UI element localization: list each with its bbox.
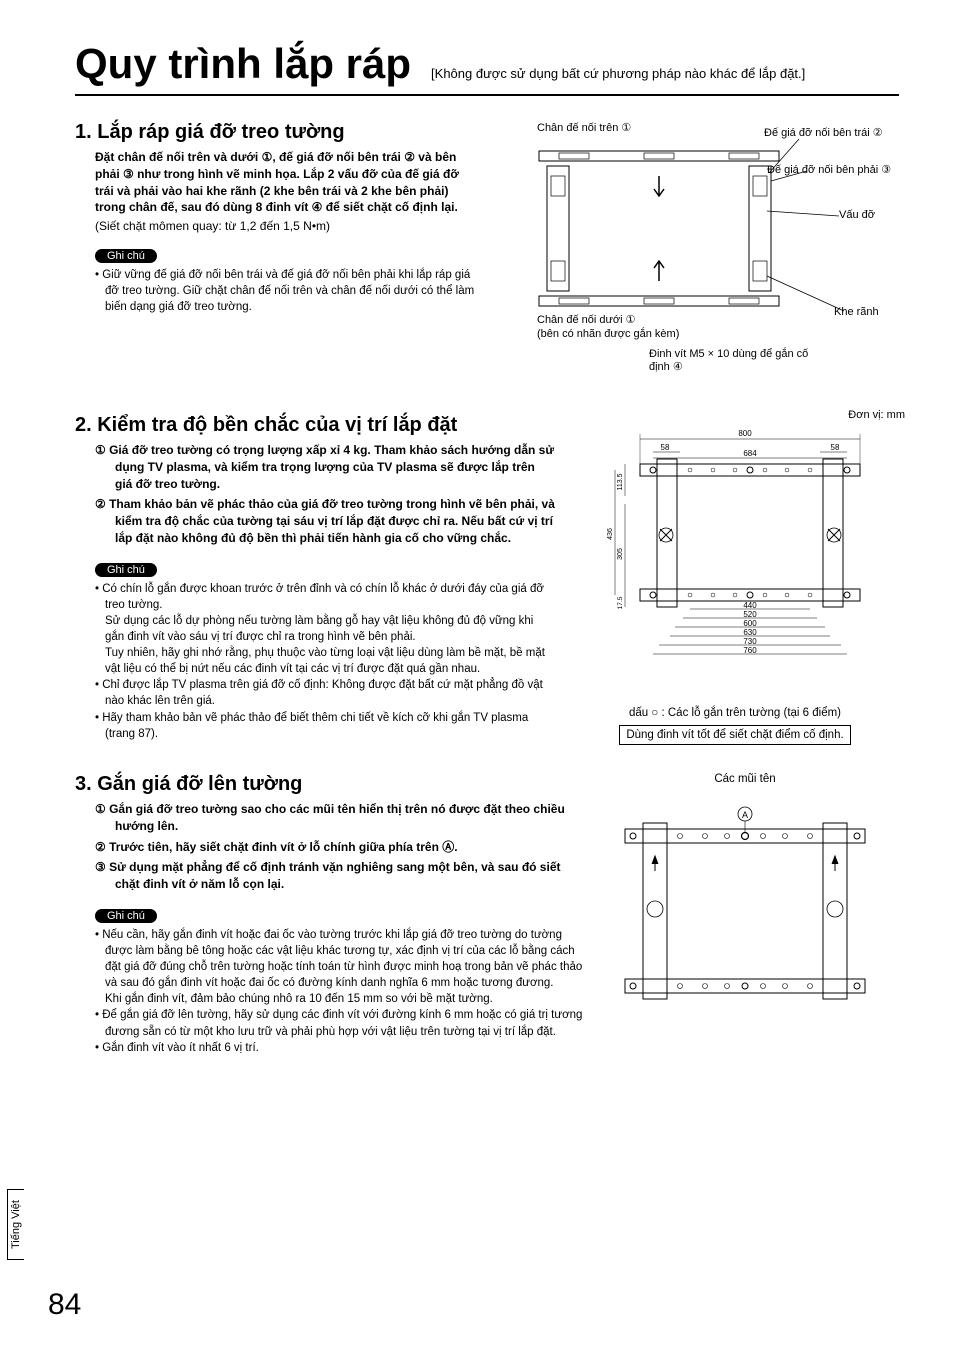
section-2: 2. Kiểm tra độ bền chắc của vị trí lắp đ…	[75, 414, 899, 745]
page-header: Quy trình lắp ráp [Không được sử dụng bấ…	[75, 40, 899, 96]
note-label: Ghi chú	[95, 909, 157, 923]
section-3-diagram: Các mũi tên	[605, 773, 885, 1056]
page-subtitle: [Không được sử dụng bất cứ phương pháp n…	[431, 66, 805, 81]
diagram-2-svg: 800 58 58 684 113.5 436 305 17.5 440 520…	[585, 414, 885, 694]
document-page: Quy trình lắp ráp [Không được sử dụng bấ…	[0, 0, 954, 1350]
section-1-title: 1. Lắp ráp giá đỡ treo tường	[75, 121, 479, 144]
svg-text:436: 436	[607, 528, 614, 540]
diag1-label-left-base: Đế giá đỡ nối bên trái ②	[764, 126, 883, 139]
diag1-label-slot: Khe rãnh	[834, 306, 879, 318]
diag1-label-right-base: Đế giá đỡ nối bên phải ③	[767, 163, 891, 176]
section-3-title: 3. Gắn giá đỡ lên tường	[75, 773, 585, 796]
diag1-label-top: Chân đế nối trên ①	[537, 121, 631, 134]
section-2-note3: • Hãy tham khảo bản vẽ phác thảo để biết…	[95, 710, 555, 742]
section-3-note3: • Gắn đinh vít vào ít nhất 6 vị trí.	[95, 1040, 585, 1056]
svg-text:17.5: 17.5	[617, 596, 624, 609]
diag2-caption: dấu ○ : Các lỗ gắn trên tường (tại 6 điể…	[575, 707, 895, 719]
page-title: Quy trình lắp ráp	[75, 40, 411, 88]
diag1-label-screw: Đinh vít M5 × 10 dùng để gắn cố định ④	[649, 348, 829, 373]
section-2-item1: ① Giá đỡ treo tường có trọng lượng xấp x…	[95, 442, 555, 492]
note-label: Ghi chú	[95, 249, 157, 263]
section-2-diagram: Đơn vị: mm	[575, 414, 895, 745]
section-1-diagram: Chân đế nối trên ① Đế giá đỡ nối bên trá…	[499, 121, 899, 386]
svg-text:730: 730	[743, 637, 757, 646]
section-1-paragraph: Đặt chân đế nối trên và dưới ①, đế giá đ…	[95, 149, 479, 216]
svg-text:520: 520	[743, 610, 757, 619]
note-label: Ghi chú	[95, 563, 157, 577]
section-2-title: 2. Kiểm tra độ bền chắc của vị trí lắp đ…	[75, 414, 555, 437]
section-2-note1-sub2: Tuy nhiên, hãy ghi nhớ rằng, phụ thuộc v…	[105, 645, 555, 677]
svg-text:600: 600	[743, 619, 757, 628]
diagram-1-svg	[499, 121, 899, 381]
section-2-note1: • Có chín lỗ gắn được khoan trước ở trên…	[95, 581, 555, 613]
section-1-torque: (Siết chặt mômen quay: từ 1,2 đến 1,5 N•…	[95, 218, 479, 235]
svg-text:A: A	[742, 810, 748, 820]
diagram-3-svg: A	[605, 789, 885, 1019]
page-number: 84	[48, 1288, 81, 1322]
unit-label: Đơn vị: mm	[848, 409, 905, 421]
section-3-note1: • Nếu cần, hãy gắn đinh vít hoặc đai ốc …	[95, 927, 585, 991]
svg-text:630: 630	[743, 628, 757, 637]
section-1-note1: • Giữ vững đế giá đỡ nối bên trái và đế …	[95, 267, 479, 315]
section-3-item1: ① Gắn giá đỡ treo tường sao cho các mũi …	[95, 801, 585, 835]
svg-text:113.5: 113.5	[617, 473, 624, 490]
diag1-label-bottom-sub: (bên có nhãn được gắn kèm)	[537, 328, 679, 340]
svg-text:684: 684	[743, 449, 757, 458]
diag2-boxed-caption: Dùng đinh vít tốt để siết chặt điểm cố đ…	[619, 725, 850, 745]
svg-text:305: 305	[617, 548, 624, 560]
section-3: 3. Gắn giá đỡ lên tường ① Gắn giá đỡ tre…	[75, 773, 899, 1056]
section-2-note1-sub1: Sử dụng các lỗ dự phòng nếu tường làm bằ…	[105, 613, 555, 645]
svg-text:58: 58	[661, 443, 670, 452]
section-2-item2: ② Tham khảo bản vẽ phác thảo của giá đỡ …	[95, 496, 555, 546]
svg-text:760: 760	[743, 646, 757, 655]
diag1-label-tab: Vấu đỡ	[839, 209, 875, 221]
svg-text:440: 440	[743, 601, 757, 610]
section-3-note1-sub: Khi gắn đinh vít, đảm bảo chúng nhô ra 1…	[105, 991, 585, 1007]
section-3-item3: ③ Sử dụng mặt phẳng để cố định tránh vặn…	[95, 859, 585, 893]
language-tab: Tiếng Việt	[7, 1189, 24, 1260]
diag3-title: Các mũi tên	[605, 773, 885, 785]
section-2-note2: • Chỉ được lắp TV plasma trên giá đỡ cố …	[95, 677, 555, 709]
section-1: 1. Lắp ráp giá đỡ treo tường Đặt chân đế…	[75, 121, 899, 386]
section-3-item2: ② Trước tiên, hãy siết chặt đinh vít ở l…	[95, 839, 585, 856]
svg-text:58: 58	[831, 443, 840, 452]
dim-800: 800	[738, 429, 752, 438]
diag1-label-bottom: Chân đế nối dưới ①	[537, 313, 635, 326]
section-3-note2: • Để gắn giá đỡ lên tường, hãy sử dụng c…	[95, 1007, 585, 1039]
